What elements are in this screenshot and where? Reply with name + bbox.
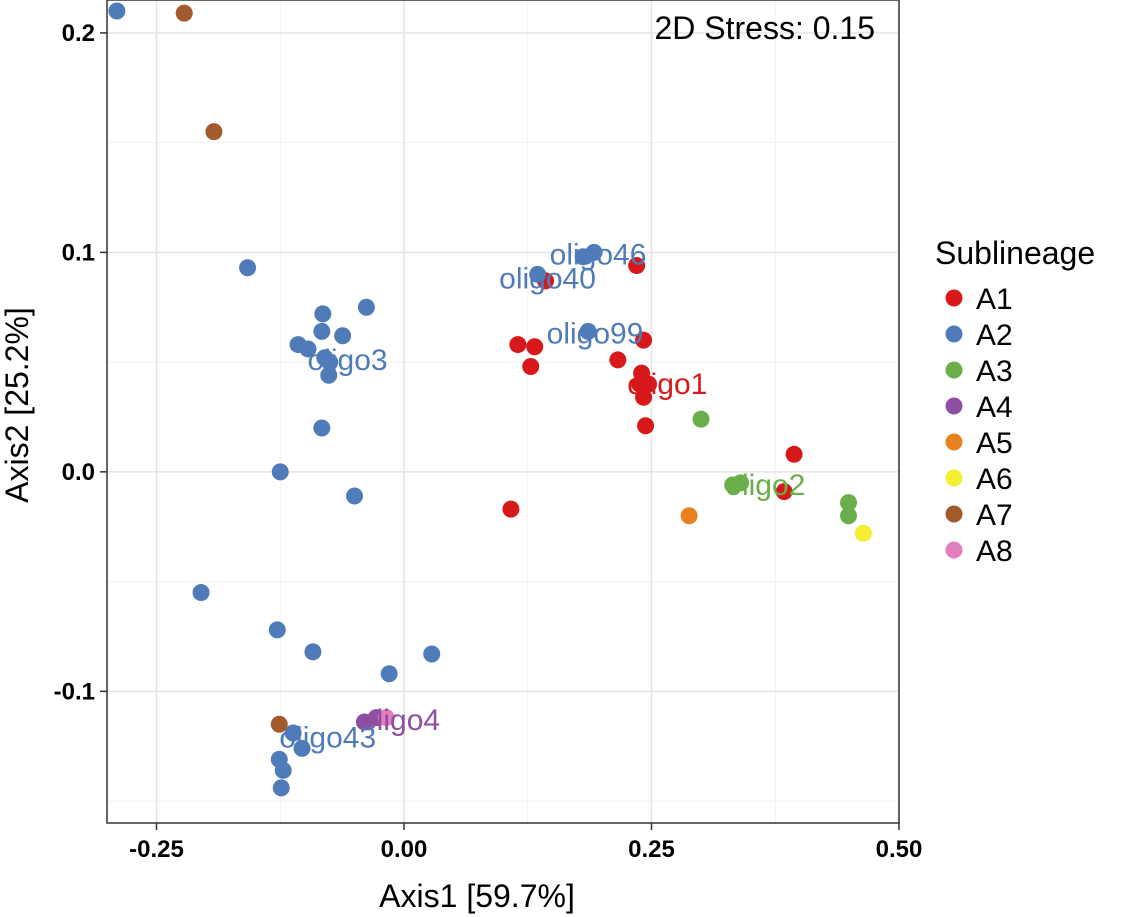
data-point-a7 (270, 715, 288, 733)
data-point-a2 (320, 366, 338, 384)
stress-annotation: 2D Stress: 0.15 (654, 10, 875, 46)
legend-label-a4: A4 (976, 391, 1013, 424)
data-point-a2 (192, 584, 210, 602)
plot-panel (107, 0, 899, 823)
x-tick-label: 0.50 (876, 836, 923, 863)
legend-key-a4 (945, 397, 963, 415)
data-point-a1 (526, 338, 544, 356)
legend-title: Sublineage (935, 235, 1095, 271)
legend-key-a8 (945, 541, 963, 559)
data-point-a2 (529, 265, 547, 283)
point-label-oligo43: oligo43 (279, 721, 376, 754)
legend-label-a6: A6 (976, 463, 1013, 496)
y-tick-label: 0.0 (62, 459, 95, 486)
data-point-a2 (299, 340, 317, 358)
data-points (108, 2, 872, 797)
data-point-a2 (357, 298, 375, 316)
data-point-a2 (313, 419, 331, 437)
legend-key-a5 (945, 433, 963, 451)
point-label-oligo3: oligo3 (308, 344, 388, 377)
y-axis-title: Axis2 [25.2%] (0, 307, 35, 503)
legend-key-a3 (945, 361, 963, 379)
point-label-oligo2: oligo2 (725, 469, 805, 502)
data-point-a1 (609, 351, 627, 369)
data-point-a1 (635, 388, 653, 406)
data-point-a2 (304, 643, 322, 661)
data-point-a1 (637, 417, 655, 435)
data-point-a1 (522, 358, 540, 376)
point-label-oligo46: oligo46 (550, 239, 647, 272)
legend-key-a7 (945, 505, 963, 523)
plot-border (106, 0, 900, 824)
data-point-a2 (313, 322, 331, 340)
data-point-a2 (272, 779, 290, 797)
data-point-a2 (334, 327, 352, 345)
legend-label-a3: A3 (976, 355, 1013, 388)
legend-label-a5: A5 (976, 427, 1013, 460)
data-point-a2 (268, 621, 286, 639)
data-point-a2 (380, 665, 398, 683)
y-tick-label: 0.2 (62, 20, 95, 47)
legend-key-a6 (945, 469, 963, 487)
data-point-a5 (680, 507, 698, 525)
y-tick-label: -0.1 (54, 678, 95, 705)
legend-key-a1 (945, 289, 963, 307)
axes: -0.25 0.00 0.25 0.50 -0.1 0.0 0.1 0.2 (54, 20, 923, 863)
data-point-a1 (785, 445, 803, 463)
data-point-a2 (284, 724, 302, 742)
data-point-a8 (377, 709, 395, 727)
data-point-a1 (628, 257, 646, 275)
data-point-a1 (502, 500, 520, 518)
point-label-oligo1: oligo1 (627, 368, 707, 401)
data-point-a3 (724, 476, 742, 494)
x-tick-label: 0.00 (381, 836, 428, 863)
data-point-a3 (692, 410, 710, 428)
data-point-a1 (640, 375, 658, 393)
data-point-a2 (346, 487, 363, 505)
legend-label-a2: A2 (976, 319, 1013, 352)
y-tick-label: 0.1 (62, 239, 95, 266)
data-point-a1 (635, 331, 653, 349)
data-point-a2 (574, 248, 592, 266)
point-label-oligo4: oligo4 (360, 704, 440, 737)
legend-key-a2 (945, 325, 963, 343)
data-point-a7 (175, 4, 193, 22)
data-point-a1 (775, 483, 793, 501)
data-point-a2 (239, 259, 257, 277)
data-point-a7 (205, 123, 223, 141)
x-tick-label: -0.25 (129, 836, 184, 863)
data-point-a2 (321, 353, 339, 371)
data-point-a2 (108, 2, 126, 20)
legend-label-a7: A7 (976, 499, 1013, 532)
data-point-a6 (854, 524, 872, 542)
data-point-a1 (509, 336, 527, 354)
legend-label-a8: A8 (976, 535, 1013, 568)
x-tick-label: 0.25 (628, 836, 675, 863)
data-point-a2 (271, 463, 289, 481)
point-label-oligo99: oligo99 (547, 318, 644, 351)
legend-label-a1: A1 (976, 283, 1013, 316)
point-label-oligo40: oligo40 (499, 263, 596, 296)
data-point-a2 (423, 645, 441, 663)
x-axis-title: Axis1 [59.7%] (379, 878, 575, 914)
data-point-a2 (314, 305, 332, 323)
data-point-a2 (293, 739, 311, 757)
data-point-a3 (840, 494, 858, 512)
data-point-a2 (274, 761, 292, 779)
data-point-a2 (579, 322, 597, 340)
data-point-a3 (840, 507, 858, 525)
